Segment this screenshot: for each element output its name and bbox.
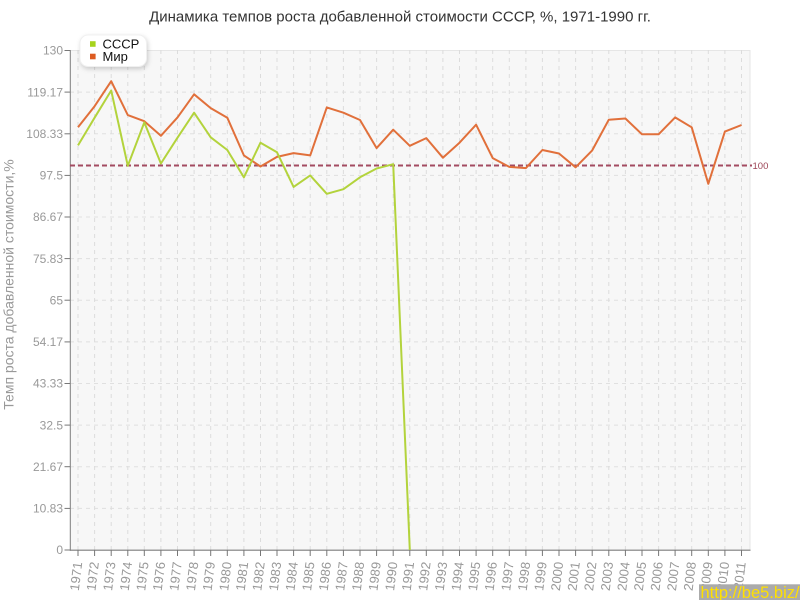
svg-text:СССР: СССР <box>103 37 140 52</box>
svg-text:2009: 2009 <box>697 561 715 592</box>
svg-text:54.17: 54.17 <box>33 335 63 349</box>
svg-text:10.83: 10.83 <box>33 502 63 516</box>
svg-text:100: 100 <box>753 161 769 172</box>
svg-text:1993: 1993 <box>432 561 450 592</box>
svg-text:Динамика темпов роста добавлен: Динамика темпов роста добавленной стоимо… <box>149 9 651 26</box>
svg-text:1995: 1995 <box>465 561 483 592</box>
svg-text:43.33: 43.33 <box>33 377 63 391</box>
svg-text:2001: 2001 <box>564 561 582 592</box>
svg-text:1996: 1996 <box>482 561 500 592</box>
svg-text:75.83: 75.83 <box>33 252 63 266</box>
svg-text:86.67: 86.67 <box>33 210 63 224</box>
svg-text:2004: 2004 <box>614 561 632 592</box>
svg-text:2010: 2010 <box>714 561 732 592</box>
svg-text:Мир: Мир <box>103 49 128 64</box>
svg-text:2005: 2005 <box>631 561 649 592</box>
svg-text:97.5: 97.5 <box>40 169 64 183</box>
svg-text:1971: 1971 <box>67 561 85 592</box>
svg-text:1983: 1983 <box>266 561 284 592</box>
svg-text:1991: 1991 <box>399 561 417 592</box>
svg-text:2003: 2003 <box>598 561 616 592</box>
svg-text:Темп роста добавленной стоимос: Темп роста добавленной стоимости,% <box>1 159 17 409</box>
svg-text:1981: 1981 <box>233 561 251 592</box>
svg-text:2000: 2000 <box>548 561 566 592</box>
svg-text:65: 65 <box>50 293 64 307</box>
svg-text:http://be5.biz/: http://be5.biz/ <box>701 584 800 600</box>
svg-text:21.67: 21.67 <box>33 460 63 474</box>
svg-text:1979: 1979 <box>200 561 218 592</box>
svg-text:2008: 2008 <box>681 561 699 592</box>
svg-text:119.17: 119.17 <box>27 85 63 99</box>
svg-text:1978: 1978 <box>183 561 201 592</box>
svg-text:1973: 1973 <box>100 561 118 592</box>
svg-text:1989: 1989 <box>365 561 383 592</box>
svg-text:1974: 1974 <box>117 561 135 592</box>
svg-text:1977: 1977 <box>166 561 184 592</box>
svg-text:32.5: 32.5 <box>40 418 64 432</box>
svg-text:1985: 1985 <box>299 561 317 592</box>
svg-text:2007: 2007 <box>664 561 682 592</box>
svg-text:2002: 2002 <box>581 561 599 592</box>
svg-text:1999: 1999 <box>531 561 549 592</box>
svg-text:108.33: 108.33 <box>26 127 63 141</box>
svg-text:1975: 1975 <box>133 561 151 592</box>
svg-text:1988: 1988 <box>349 561 367 592</box>
svg-text:130: 130 <box>43 44 63 58</box>
svg-text:1990: 1990 <box>382 561 400 592</box>
svg-text:1997: 1997 <box>498 561 516 592</box>
svg-text:1992: 1992 <box>415 561 433 592</box>
svg-text:1980: 1980 <box>216 561 234 592</box>
svg-text:1986: 1986 <box>316 561 334 592</box>
svg-text:1994: 1994 <box>448 561 466 592</box>
svg-text:0: 0 <box>56 543 63 557</box>
svg-text:1972: 1972 <box>83 561 101 592</box>
svg-text:2011: 2011 <box>730 561 748 591</box>
svg-text:2006: 2006 <box>647 561 665 592</box>
svg-text:1976: 1976 <box>150 561 168 592</box>
svg-text:1987: 1987 <box>332 561 350 592</box>
svg-text:1984: 1984 <box>282 561 300 592</box>
svg-text:1998: 1998 <box>515 561 533 592</box>
svg-text:1982: 1982 <box>249 561 267 592</box>
